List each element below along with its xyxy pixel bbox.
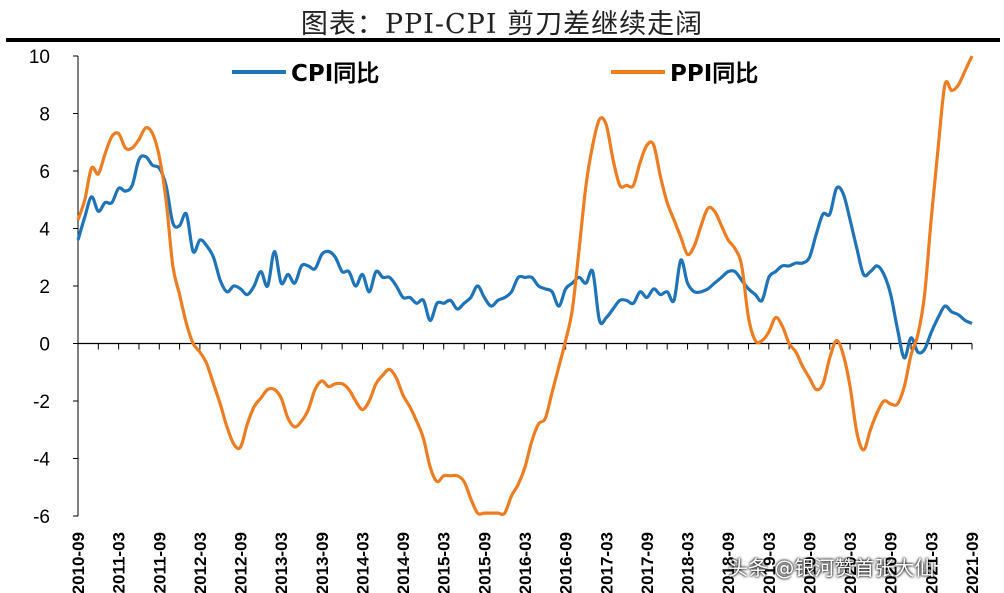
x-tick-label: 2016-09 [557, 532, 576, 593]
x-tick-label: 2020-03 [841, 532, 860, 593]
y-tick-label: 0 [39, 335, 50, 356]
series-line-cpi [76, 154, 973, 360]
chart-title: 图表：PPI-CPI 剪刀差继续走阔 [300, 9, 704, 40]
y-tick-label: 8 [39, 105, 50, 126]
x-tick-label: 2015-09 [475, 532, 494, 593]
x-tick-label: 2011-09 [150, 532, 169, 593]
x-tick-label: 2017-03 [597, 532, 616, 593]
legend: CPI同比 PPI同比 [232, 61, 758, 87]
x-tick-label: 2017-09 [638, 532, 657, 593]
y-tick-label: 10 [29, 47, 50, 68]
series-layer [76, 55, 974, 516]
title-underline [6, 38, 1000, 42]
y-tick-label: 2 [39, 277, 50, 298]
x-tick-label: 2015-03 [435, 532, 454, 593]
series-line-ppi [76, 55, 974, 516]
x-tick-label: 2018-03 [679, 532, 698, 593]
legend-label-ppi: PPI同比 [670, 61, 758, 87]
x-tick-label: 2021-03 [922, 532, 941, 593]
x-tick-label: 2018-09 [719, 532, 738, 593]
y-axis-tick-labels: -6 -4 -2 0 2 4 6 8 10 [29, 47, 51, 528]
x-tick-label: 2016-03 [516, 532, 535, 593]
x-tick-label: 2019-09 [800, 532, 819, 593]
x-tick-label: 2012-09 [232, 532, 251, 593]
x-tick-label: 2019-03 [760, 532, 779, 593]
x-axis-tick-labels: 2010-09 2011-03 2011-09 2012-03 2012-09 2013-… [69, 532, 982, 593]
x-axis [77, 342, 973, 350]
y-tick-label: 4 [39, 220, 50, 241]
y-tick-label: -4 [33, 450, 50, 471]
x-tick-label: 2014-03 [353, 532, 372, 593]
x-tick-label: 2011-03 [110, 532, 129, 593]
legend-label-cpi: CPI同比 [291, 61, 379, 87]
y-axis [73, 55, 79, 517]
y-tick-label: 6 [39, 162, 50, 183]
x-tick-label: 2021-09 [963, 532, 982, 593]
x-tick-label: 2014-09 [394, 532, 413, 593]
x-tick-label: 2010-09 [69, 532, 88, 593]
x-tick-label: 2013-09 [313, 532, 332, 593]
y-tick-label: -6 [33, 507, 50, 528]
x-tick-label: 2012-03 [191, 532, 210, 593]
x-tick-label: 2020-09 [882, 532, 901, 593]
watermark: 头条 @银河赞首张大仙 [728, 556, 935, 580]
y-tick-label: -2 [33, 392, 50, 413]
x-tick-label: 2013-03 [272, 532, 291, 593]
